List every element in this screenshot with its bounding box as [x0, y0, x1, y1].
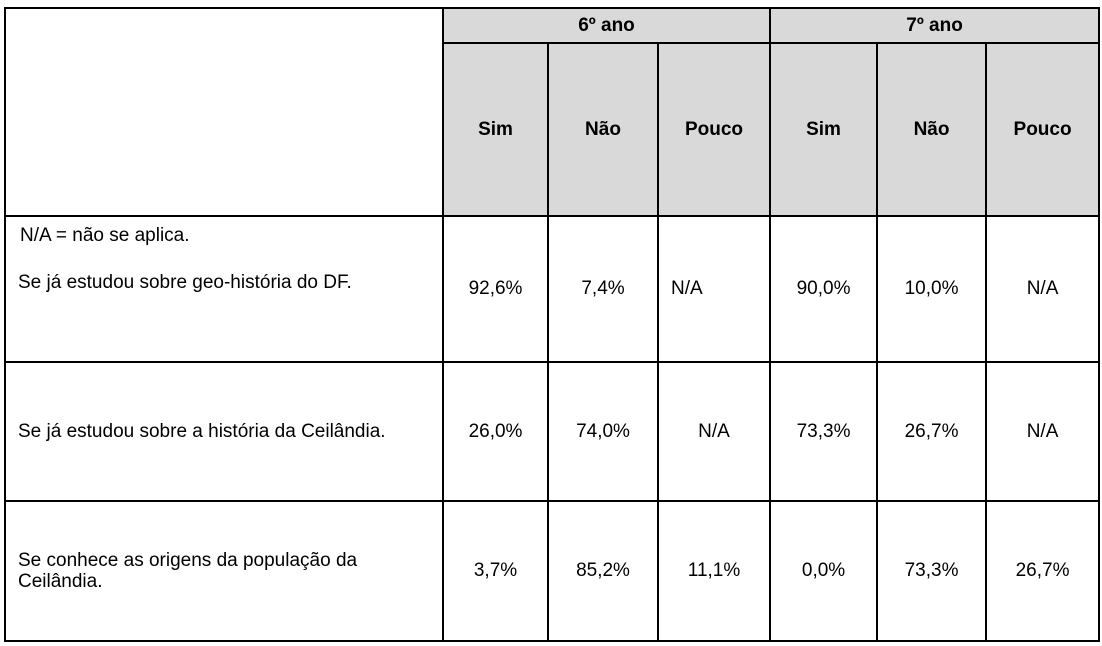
table-cell: 3,7% [442, 500, 549, 642]
row-question: Se conhece as origens da população da Ce… [4, 500, 444, 642]
table-cell: 85,2% [547, 500, 659, 642]
table-cell: 73,3% [876, 500, 988, 642]
row-question: Se já estudou sobre a história da Ceilân… [4, 361, 444, 502]
table-cell: 26,7% [985, 500, 1101, 642]
table-row: Se conhece as origens da população da Ce… [4, 500, 1101, 642]
table-cell: 0,0% [769, 500, 879, 642]
table-note: N/A = não se aplica. [20, 225, 190, 246]
group-header-6ano: 6º ano [441, 7, 772, 44]
group-header-row: 6º ano 7º ano [4, 7, 1101, 216]
table-cell: N/A [985, 215, 1101, 363]
table-row: Se já estudou sobre a história da Ceilân… [4, 361, 1101, 502]
table-cell: 7,4% [547, 215, 659, 363]
group-header-7ano: 7º ano [769, 7, 1101, 44]
sub-header-row: Sim Não Pouco Sim Não Pouco [5, 42, 1101, 217]
col-header-nao: Não [547, 42, 659, 217]
table-cell: 26,0% [442, 361, 549, 502]
table-cell: 92,6% [442, 215, 549, 363]
table-row: N/A = não se aplica. Se já estudou sobre… [4, 215, 1101, 363]
table-cell: N/A [656, 215, 772, 363]
survey-table-container: 6º ano 7º ano Sim Não Pouco Sim Não Pouc… [4, 7, 1101, 642]
table-cell: 10,0% [876, 215, 988, 363]
row-question: Se já estudou sobre geo-história do DF. [18, 272, 352, 293]
table-cell: 73,3% [769, 361, 879, 502]
col-header-nao: Não [876, 42, 988, 217]
row-label: N/A = não se aplica. Se já estudou sobre… [4, 215, 444, 363]
table-cell: 11,1% [656, 500, 772, 642]
table-cell: 74,0% [547, 361, 659, 502]
corner-cell [4, 7, 444, 216]
col-header-sim: Sim [442, 42, 549, 217]
col-header-pouco: Pouco [656, 42, 772, 217]
survey-table: 6º ano 7º ano Sim Não Pouco Sim Não Pouc… [4, 7, 1101, 642]
table-cell: 26,7% [876, 361, 988, 502]
table-cell: N/A [985, 361, 1101, 502]
table-cell: N/A [656, 361, 772, 502]
table-cell: 90,0% [769, 215, 879, 363]
col-header-pouco: Pouco [985, 42, 1101, 217]
col-header-sim: Sim [769, 42, 879, 217]
